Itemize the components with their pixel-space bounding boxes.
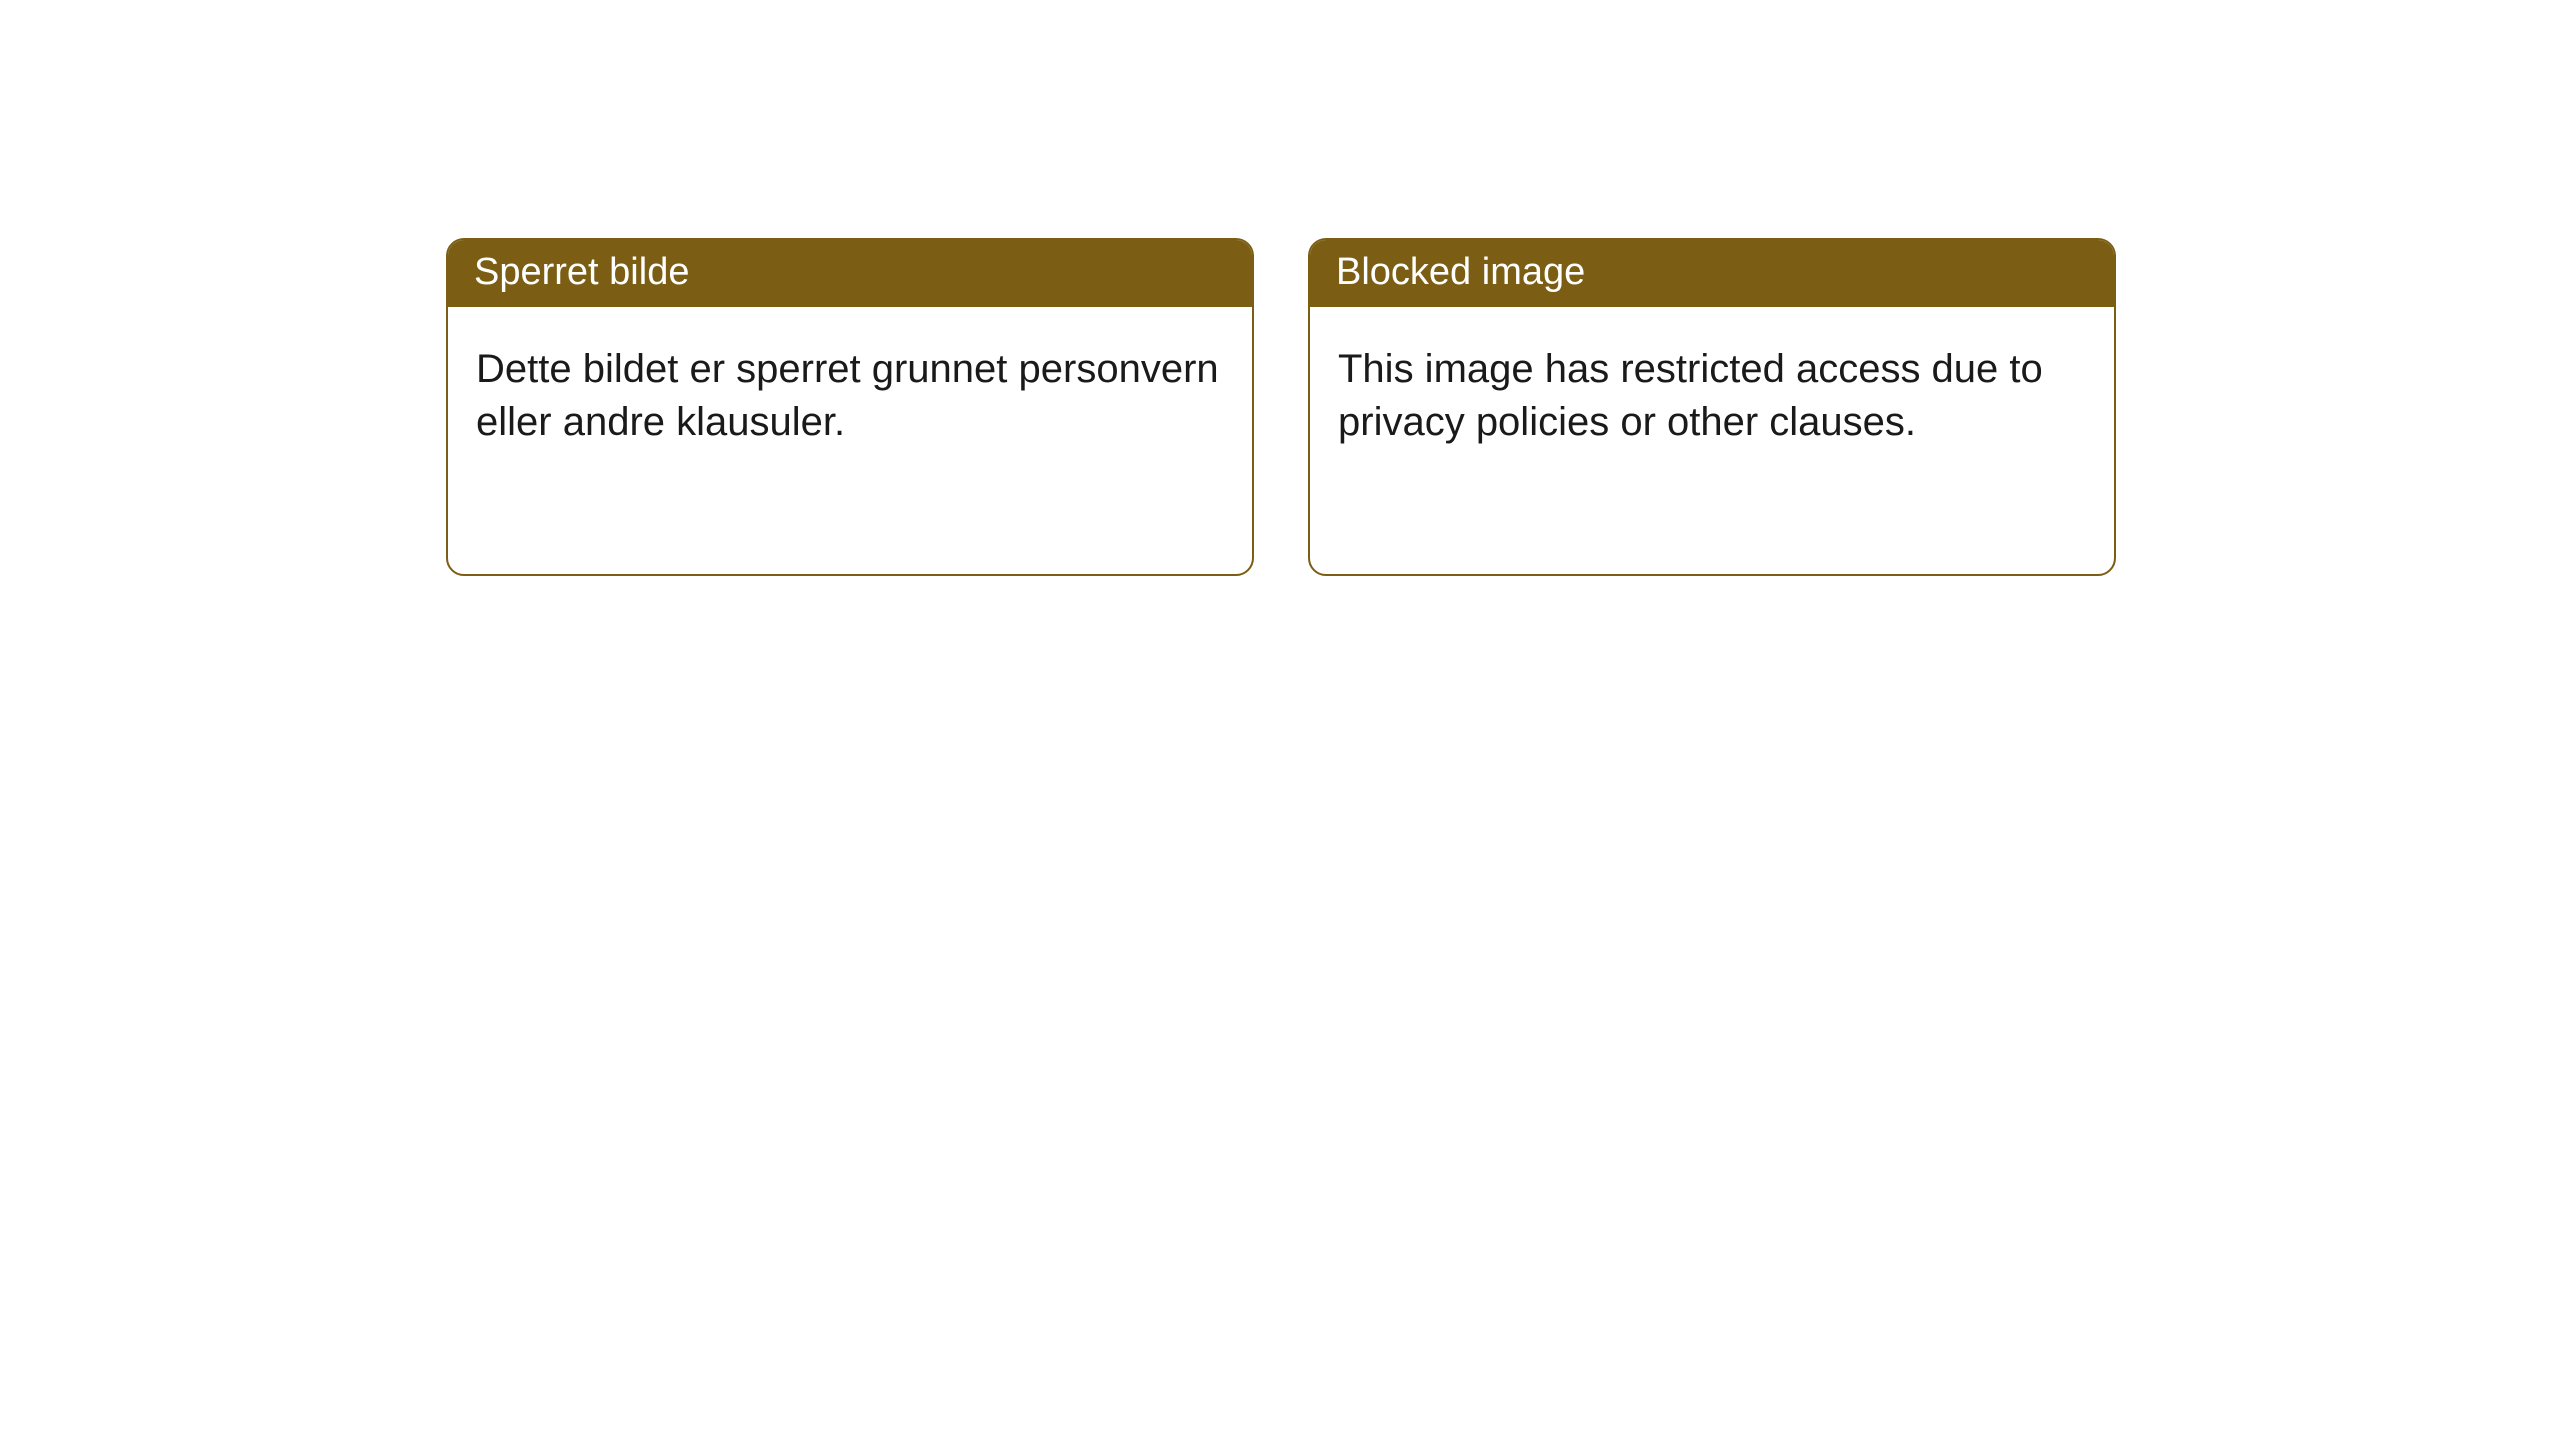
- notice-container: Sperret bilde Dette bildet er sperret gr…: [0, 0, 2560, 576]
- notice-header: Sperret bilde: [448, 240, 1252, 307]
- notice-body: Dette bildet er sperret grunnet personve…: [448, 307, 1252, 485]
- notice-box-english: Blocked image This image has restricted …: [1308, 238, 2116, 576]
- notice-box-norwegian: Sperret bilde Dette bildet er sperret gr…: [446, 238, 1254, 576]
- notice-header: Blocked image: [1310, 240, 2114, 307]
- notice-body: This image has restricted access due to …: [1310, 307, 2114, 485]
